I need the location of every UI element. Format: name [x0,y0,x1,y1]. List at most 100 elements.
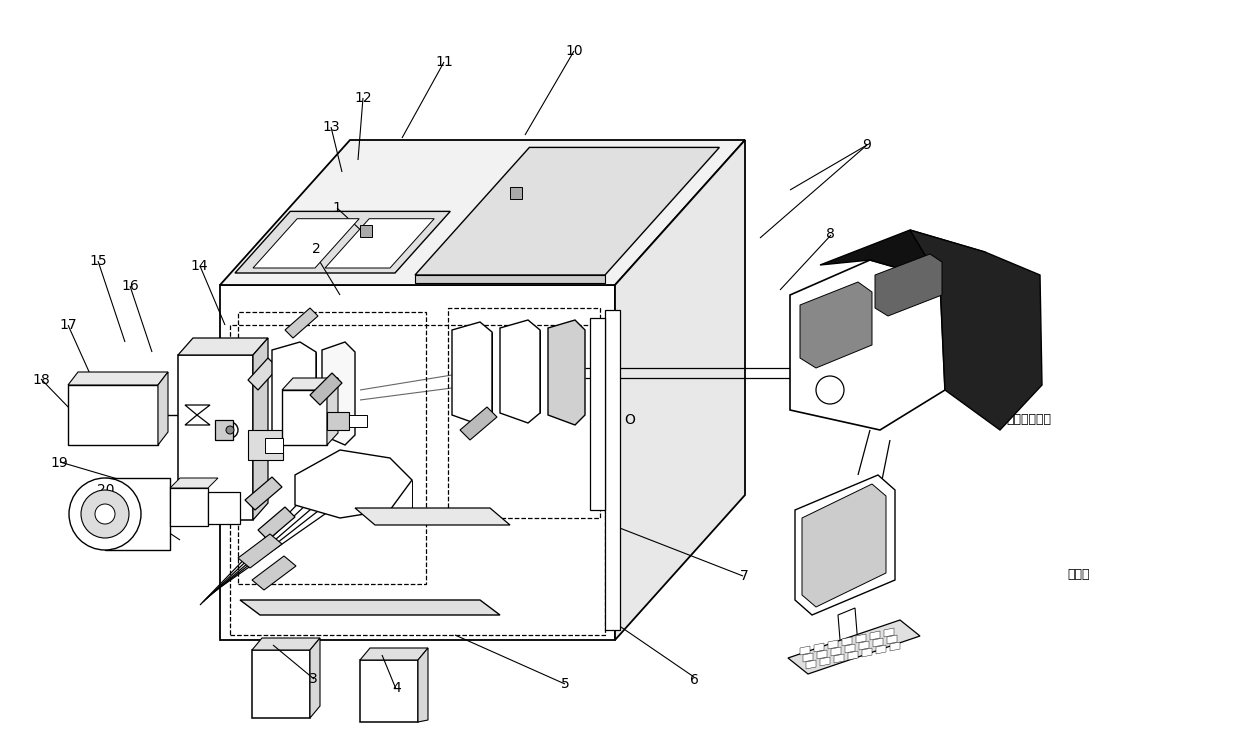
Polygon shape [453,322,492,425]
Polygon shape [327,378,339,445]
Text: 20: 20 [97,483,114,497]
Polygon shape [500,320,539,423]
Bar [252,650,310,718]
Circle shape [95,504,115,524]
Text: 13: 13 [322,120,340,134]
Polygon shape [548,320,585,425]
Text: 太赫兹分析仪: 太赫兹分析仪 [1007,413,1052,426]
Polygon shape [415,147,719,275]
Polygon shape [795,475,895,615]
Bar [510,187,522,199]
Text: 1: 1 [332,201,342,215]
Polygon shape [800,282,872,368]
Polygon shape [238,534,281,568]
Polygon shape [415,275,605,283]
Circle shape [81,490,129,538]
Polygon shape [862,648,872,657]
Polygon shape [875,254,942,316]
Polygon shape [835,654,844,663]
Bar [281,390,327,445]
Polygon shape [838,608,858,652]
Bar [238,312,427,584]
Polygon shape [890,642,900,651]
Text: 19: 19 [51,456,68,469]
Polygon shape [844,644,856,653]
Polygon shape [842,637,852,646]
Bar [68,385,157,445]
Polygon shape [157,372,167,445]
Polygon shape [820,230,990,295]
Polygon shape [355,508,510,525]
Polygon shape [802,484,887,607]
Polygon shape [875,645,887,654]
Polygon shape [241,600,500,615]
Text: 2: 2 [311,243,321,256]
Polygon shape [325,218,434,268]
Polygon shape [817,650,827,659]
Text: 11: 11 [435,55,453,69]
Polygon shape [910,230,1042,430]
Bar [348,415,367,427]
Text: 6: 6 [689,674,699,687]
Bar [360,225,372,237]
Polygon shape [219,285,615,640]
Polygon shape [360,648,428,660]
Polygon shape [310,373,342,405]
Bar [327,412,348,430]
Polygon shape [252,638,320,650]
Circle shape [69,478,141,550]
Polygon shape [252,556,296,590]
Polygon shape [185,415,210,425]
Text: 17: 17 [60,318,77,332]
Polygon shape [615,140,745,640]
Polygon shape [873,638,883,647]
Text: 7: 7 [739,569,749,583]
Polygon shape [813,643,825,652]
Polygon shape [418,648,428,722]
Polygon shape [859,641,869,650]
Polygon shape [258,507,295,540]
Text: 8: 8 [826,228,836,241]
Polygon shape [856,634,866,643]
Bar [229,325,605,635]
Polygon shape [272,342,316,445]
Polygon shape [295,450,412,518]
Bar [448,308,600,518]
Polygon shape [590,318,605,510]
Text: 5: 5 [560,677,570,691]
Polygon shape [68,372,167,385]
Bar [179,355,253,520]
Polygon shape [460,407,497,440]
Text: 4: 4 [392,681,402,695]
Text: 12: 12 [355,91,372,105]
Polygon shape [820,632,878,666]
Bar [215,420,233,440]
Polygon shape [804,653,813,662]
Polygon shape [185,405,210,415]
Polygon shape [246,477,281,510]
Polygon shape [253,338,268,520]
Bar [208,492,241,524]
Polygon shape [800,646,810,655]
Polygon shape [806,660,816,669]
Bar [265,438,283,453]
Polygon shape [828,640,838,649]
Text: 14: 14 [191,259,208,273]
Polygon shape [322,342,355,445]
Circle shape [222,422,238,438]
Polygon shape [884,628,894,637]
Polygon shape [253,218,360,268]
Text: 9: 9 [862,138,872,152]
Text: 18: 18 [32,373,50,386]
Polygon shape [236,212,450,273]
Polygon shape [285,308,317,338]
Polygon shape [310,638,320,718]
Polygon shape [170,478,218,488]
Bar [105,478,170,550]
Polygon shape [248,358,278,390]
Text: 计算机: 计算机 [1068,568,1090,581]
Polygon shape [219,140,745,285]
Text: 10: 10 [565,45,583,58]
Polygon shape [790,260,945,430]
Circle shape [226,426,234,434]
